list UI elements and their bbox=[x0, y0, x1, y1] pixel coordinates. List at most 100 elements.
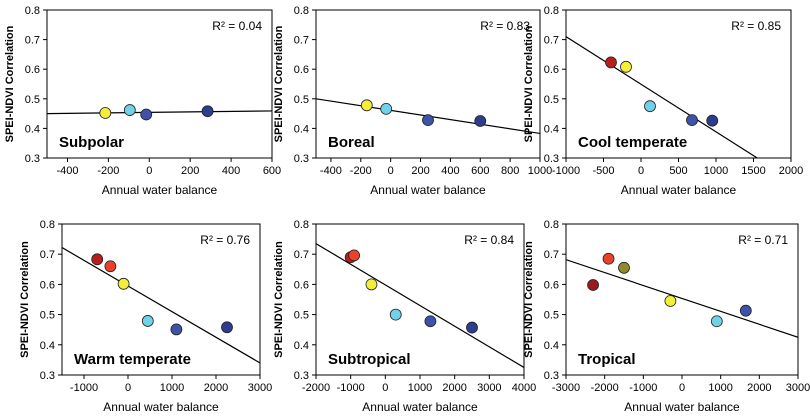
x-tick-label: -2000 bbox=[302, 382, 330, 394]
x-axis-label: Annual water balance bbox=[103, 400, 219, 414]
x-tick-label: 3000 bbox=[477, 382, 501, 394]
x-tick-label: 1000 bbox=[704, 165, 728, 177]
y-tick-label: 0.8 bbox=[544, 219, 559, 231]
x-tick-label: 2000 bbox=[747, 382, 771, 394]
y-tick-label: 0.5 bbox=[544, 310, 559, 322]
x-tick-label: 2000 bbox=[779, 165, 803, 177]
x-tick-label: -400 bbox=[320, 165, 342, 177]
x-tick-label: 1000 bbox=[408, 382, 432, 394]
data-point bbox=[104, 260, 117, 273]
panel-boreal: 0.3 0.4 0.5 0.6 0.7 0.8 -400 -200 0 200 400 600 800 1… bbox=[273, 5, 552, 197]
x-tick-label: 1000 bbox=[528, 165, 552, 177]
data-point bbox=[620, 60, 632, 73]
data-point bbox=[664, 295, 677, 307]
y-tick-label: 0.3 bbox=[544, 153, 559, 165]
x-tick-label: -200 bbox=[97, 165, 119, 177]
x-tick-label: 0 bbox=[125, 382, 131, 394]
r-squared-label: R² = 0.76 bbox=[200, 233, 250, 247]
x-tick-label: -200 bbox=[350, 165, 372, 177]
y-tick-label: 0.6 bbox=[25, 64, 40, 76]
x-tick-label: 1000 bbox=[160, 382, 184, 394]
plot-frame bbox=[61, 223, 261, 376]
data-point bbox=[602, 252, 615, 265]
x-axis-label: Annual water balance bbox=[621, 183, 737, 197]
data-point bbox=[618, 261, 630, 274]
y-axis-label: SPEI-NDVI Correlation bbox=[19, 241, 31, 358]
y-tick-label: 0.4 bbox=[294, 340, 309, 352]
x-tick-label: -1000 bbox=[629, 382, 657, 394]
y-tick-label: 0.7 bbox=[294, 35, 309, 47]
y-tick-label: 0.5 bbox=[25, 94, 40, 106]
data-point bbox=[644, 100, 656, 113]
y-tick-label: 0.3 bbox=[40, 370, 55, 382]
x-tick-label: 3000 bbox=[786, 382, 810, 394]
y-tick-label: 0.6 bbox=[544, 279, 559, 291]
regression-line bbox=[316, 243, 524, 368]
y-axis-label: SPEI-NDVI Correlation bbox=[273, 25, 285, 142]
panel-tropical: 0.3 0.4 0.5 0.6 0.7 0.8 -3000 -2000 -1000 0 1000 20… bbox=[523, 219, 810, 414]
y-tick-label: 0.4 bbox=[25, 123, 40, 135]
x-tick-label: 2000 bbox=[442, 382, 466, 394]
data-point bbox=[140, 108, 153, 121]
data-point bbox=[710, 315, 723, 328]
x-tick-label: -3000 bbox=[552, 382, 580, 394]
y-tick-label: 0.8 bbox=[294, 5, 309, 17]
y-tick-label: 0.6 bbox=[294, 279, 309, 291]
x-axis-label: Annual water balance bbox=[624, 400, 740, 414]
data-point bbox=[380, 102, 393, 115]
x-tick-label: 4000 bbox=[512, 382, 536, 394]
y-tick-label: 0.6 bbox=[40, 279, 55, 291]
y-tick-label: 0.7 bbox=[544, 249, 559, 261]
x-tick-label: 3000 bbox=[248, 382, 272, 394]
x-tick-label: -2000 bbox=[591, 382, 619, 394]
data-point bbox=[360, 99, 373, 112]
x-tick-label: 500 bbox=[669, 165, 687, 177]
regression-line bbox=[47, 110, 272, 115]
y-tick-label: 0.3 bbox=[25, 153, 40, 165]
x-tick-label: 600 bbox=[471, 165, 489, 177]
data-point bbox=[706, 114, 719, 127]
x-tick-label: -1000 bbox=[70, 382, 98, 394]
y-tick-label: 0.7 bbox=[25, 35, 40, 47]
r-squared-label: R² = 0.83 bbox=[480, 19, 530, 33]
data-point bbox=[91, 253, 104, 266]
region-label: Subtropical bbox=[328, 351, 411, 368]
x-tick-label: 2000 bbox=[204, 382, 228, 394]
data-point bbox=[422, 114, 434, 127]
y-tick-label: 0.6 bbox=[544, 64, 559, 76]
y-axis-label: SPEI-NDVI Correlation bbox=[523, 241, 535, 358]
data-point bbox=[141, 315, 154, 327]
x-tick-label: -500 bbox=[592, 165, 614, 177]
y-tick-label: 0.4 bbox=[544, 123, 559, 135]
data-point bbox=[389, 308, 402, 321]
x-tick-label: -1000 bbox=[337, 382, 365, 394]
y-tick-label: 0.4 bbox=[40, 340, 55, 352]
y-tick-label: 0.8 bbox=[25, 5, 40, 17]
data-point bbox=[221, 321, 233, 334]
regression-line bbox=[566, 36, 758, 158]
x-tick-label: 0 bbox=[638, 165, 644, 177]
x-tick-label: 800 bbox=[501, 165, 519, 177]
x-tick-label: -400 bbox=[56, 165, 78, 177]
y-tick-label: 0.5 bbox=[294, 94, 309, 106]
x-tick-label: 1500 bbox=[741, 165, 765, 177]
x-tick-label: 0 bbox=[679, 382, 685, 394]
region-label: Cool temperate bbox=[578, 134, 687, 151]
y-axis-label: SPEI-NDVI Correlation bbox=[4, 25, 16, 142]
r-squared-label: R² = 0.85 bbox=[731, 19, 781, 33]
region-label: Tropical bbox=[578, 351, 636, 368]
y-tick-label: 0.8 bbox=[294, 219, 309, 231]
x-tick-label: 600 bbox=[263, 165, 281, 177]
y-tick-label: 0.6 bbox=[294, 64, 309, 76]
y-tick-label: 0.8 bbox=[544, 5, 559, 17]
data-point bbox=[365, 278, 378, 291]
data-point bbox=[123, 104, 136, 116]
regression-line bbox=[566, 259, 798, 338]
panel-subtropical: 0.3 0.4 0.5 0.6 0.7 0.8 -2000 -1000 0 1000 2000 300… bbox=[273, 219, 536, 414]
x-tick-label: 400 bbox=[222, 165, 240, 177]
regression-line bbox=[62, 247, 260, 364]
data-point bbox=[348, 249, 361, 262]
x-axis-label: Annual water balance bbox=[370, 183, 486, 197]
data-point bbox=[686, 114, 698, 127]
panel-warm-temperate: 0.3 0.4 0.5 0.6 0.7 0.8 -1000 0 1000 2000 3000 Annu… bbox=[19, 219, 272, 414]
